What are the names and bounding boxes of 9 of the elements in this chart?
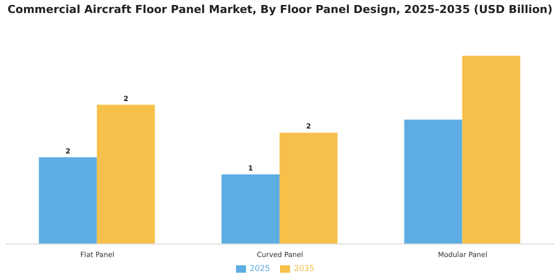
chart-title: Commercial Aircraft Floor Panel Market, By Floor Panel Design, 2025-2035 (USD Billion) <box>6 3 554 16</box>
legend-label: 2035 <box>294 264 314 274</box>
bar <box>38 157 97 244</box>
legend-label: 2025 <box>250 264 270 274</box>
bar <box>404 120 462 244</box>
bar <box>222 174 280 244</box>
bar <box>96 104 155 244</box>
bar <box>280 132 338 244</box>
bar <box>462 56 520 244</box>
